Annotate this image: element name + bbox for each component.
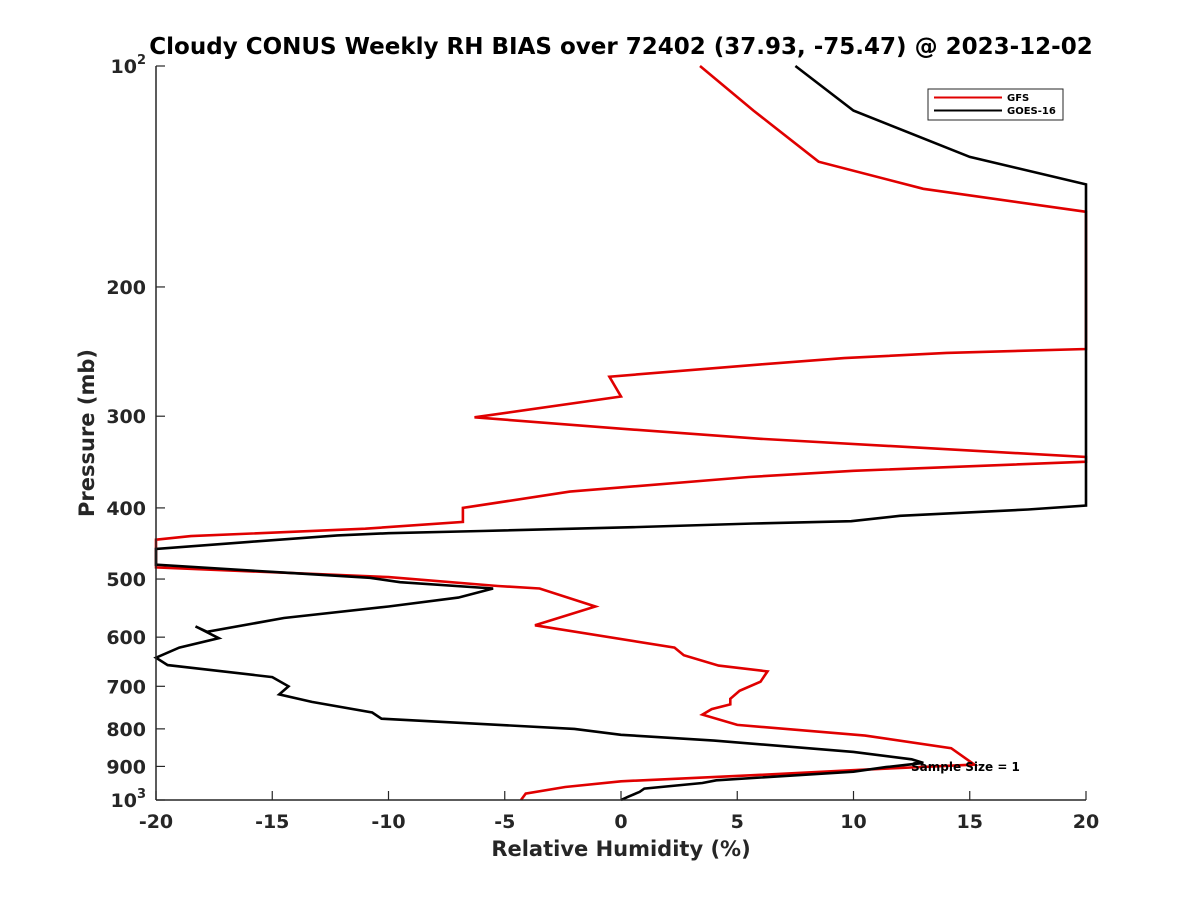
y-tick-label: 200	[106, 277, 146, 299]
y-tick-label: 103	[111, 787, 147, 812]
x-tick-label: 15	[957, 811, 983, 833]
series-line-goes16	[153, 64, 1088, 802]
y-tick-label: 300	[106, 406, 146, 428]
series-line-gfs	[154, 65, 1088, 801]
legend-box	[927, 88, 1064, 121]
sample-size-annotation: Sample Size = 1	[911, 760, 1020, 774]
series-layer	[153, 64, 1088, 802]
y-tick-label: 500	[106, 569, 146, 591]
x-tick-label: 10	[840, 811, 866, 833]
y-tick-label: 700	[106, 676, 146, 698]
x-tick-label: -5	[494, 811, 515, 833]
x-tick-label: -15	[255, 811, 289, 833]
x-axis-label: Relative Humidity (%)	[491, 837, 750, 861]
legend: GFS GOES-16	[927, 88, 1064, 121]
chart-title: Cloudy CONUS Weekly RH BIAS over 72402 (…	[149, 34, 1092, 60]
axes-layer: -20 -15 -10 -5 0 5 10 15 20 102 200 300 400 500 600 700…	[106, 53, 1099, 833]
y-tick-label: 900	[106, 756, 146, 778]
y-tick-label: 400	[106, 498, 146, 520]
x-tick-label: 5	[731, 811, 744, 833]
y-tick-label: 800	[106, 719, 146, 741]
x-tick-label: 20	[1073, 811, 1099, 833]
y-tick-label: 102	[111, 53, 147, 78]
x-tick-label: -10	[371, 811, 405, 833]
legend-label-gfs: GFS	[1007, 93, 1029, 104]
y-tick-label: 600	[106, 627, 146, 649]
x-tick-label: 0	[614, 811, 627, 833]
x-tick-label: -20	[139, 811, 173, 833]
y-axis-label: Pressure (mb)	[75, 349, 99, 517]
legend-label-goes16: GOES-16	[1007, 106, 1056, 117]
